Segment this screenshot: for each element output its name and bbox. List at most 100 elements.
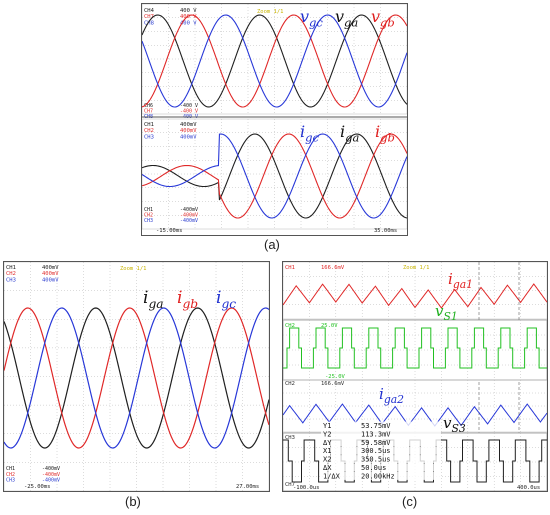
a-top-scale-2: 400 V bbox=[180, 20, 197, 26]
b-label-igb-sub: gb bbox=[182, 297, 198, 311]
c-ch3-label: CH3 bbox=[285, 435, 295, 441]
c-ch2-bottom-label: CH2 bbox=[285, 381, 295, 387]
caption-a: (a) bbox=[264, 237, 280, 252]
b-label-igb-base: i bbox=[177, 288, 182, 308]
c-readout-bg-1 bbox=[321, 429, 441, 438]
a-bot-bscale-1: -400mV bbox=[180, 213, 198, 219]
a-vgb-trace bbox=[142, 14, 407, 108]
a-label-vgb: vgb bbox=[371, 7, 395, 29]
c-label-vs3: vS3 bbox=[443, 414, 466, 435]
c-readout-key-3: X1 bbox=[323, 447, 331, 455]
c-readout-key-4: X2 bbox=[323, 456, 331, 464]
c-label-iga2-sub: ga2 bbox=[384, 393, 404, 406]
c-time-end: 400.0us bbox=[517, 485, 540, 491]
c-label-iga1: iga1 bbox=[448, 270, 473, 291]
a-label-igb-base: i bbox=[375, 122, 380, 141]
a-label-vga-sub: ga bbox=[344, 15, 358, 29]
a-label-vga: vga bbox=[335, 7, 358, 29]
a-igc-trace bbox=[142, 133, 407, 219]
c-label-iga1-base: i bbox=[448, 270, 453, 288]
b-grid bbox=[4, 262, 269, 491]
c-readout-key-0: Y1 bbox=[323, 422, 331, 430]
c-mid-scale: -25.0V bbox=[325, 374, 346, 380]
c-ch2-top-scale: 25.0V bbox=[321, 323, 338, 329]
c-readout-val-3: 300.5us bbox=[361, 447, 391, 455]
a-label-igc-base: i bbox=[300, 122, 305, 141]
caption-c: (c) bbox=[402, 494, 418, 509]
a-bot-bch-1: CH2 bbox=[144, 213, 153, 219]
b-label-iga-base: i bbox=[143, 288, 148, 308]
a-label-vgc: vgc bbox=[300, 7, 323, 29]
c-header: Zoom 1/1 bbox=[403, 265, 430, 271]
c-readout-val-4: 350.5us bbox=[361, 456, 391, 464]
c-label-vs1-sub: S1 bbox=[443, 310, 457, 323]
c-ch7-label: CH7 bbox=[285, 482, 295, 488]
c-label-vs1-base: v bbox=[435, 302, 444, 320]
a-top-ch-2: CH8 bbox=[144, 20, 154, 26]
c-readout-key-5: ΔX bbox=[323, 464, 332, 472]
a-top-header: Zoom 1/1 bbox=[257, 9, 284, 15]
b-label-igb: igb bbox=[177, 288, 198, 311]
b-label-igc-base: i bbox=[216, 288, 221, 308]
a-label-iga: iga bbox=[340, 122, 359, 144]
c-s1-grid bbox=[283, 262, 547, 320]
c-ch1-label: CH1 bbox=[285, 265, 295, 271]
a-top-scale-0: 400 V bbox=[180, 8, 197, 14]
panel-c-scope: CH1 166.6mV Zoom 1/1 iga1 CH2 25.0V vS1 -25.0V C… bbox=[283, 262, 547, 491]
a-igb-trace bbox=[142, 133, 407, 219]
c-readout-bg-6 bbox=[321, 471, 441, 480]
c-readout-bg-5 bbox=[321, 463, 441, 472]
b-bscale-2: -400mV bbox=[42, 478, 60, 484]
c-ch1-scale: 166.6mV bbox=[321, 265, 345, 271]
c-vs1-trace bbox=[283, 327, 547, 369]
a-top-grid bbox=[142, 4, 407, 115]
c-label-iga2: iga2 bbox=[379, 385, 404, 406]
a-label-vgb-base: v bbox=[371, 7, 380, 26]
c-readout-val-2: 59.58mV bbox=[361, 439, 391, 447]
c-iga1-trace bbox=[283, 283, 547, 309]
c-label-vs1: vS1 bbox=[435, 302, 458, 323]
c-readout-bg-2 bbox=[321, 438, 441, 447]
b-time-end: 27.00ms bbox=[236, 484, 259, 490]
b-iga-trace bbox=[4, 307, 269, 449]
c-readout-bg-4 bbox=[321, 455, 441, 464]
c-readout-key-6: 1/ΔX bbox=[323, 472, 341, 480]
c-time-start: -100.0us bbox=[293, 485, 320, 491]
a-label-igb-sub: gb bbox=[380, 130, 395, 144]
a-top-bscale-1: -400 V bbox=[180, 109, 198, 115]
caption-b: (b) bbox=[125, 494, 141, 509]
panel-b: Zoom 1/1 CH1 CH2 CH3 400mV 400mV 400mV CH1 CH2 CH… bbox=[3, 261, 270, 492]
a-bot-ch-0: CH1 bbox=[144, 122, 154, 128]
a-top-bscale-0: -400 V bbox=[180, 103, 198, 109]
c-readout-key-2: ΔY bbox=[323, 439, 332, 447]
c-readout-bg-0 bbox=[321, 421, 441, 430]
b-bscale-0: -400mV bbox=[42, 466, 60, 472]
b-scale-2: 400mV bbox=[42, 277, 59, 283]
a-bot-ch-2: CH3 bbox=[144, 134, 154, 140]
a-bot-scale-0: 400mV bbox=[180, 122, 197, 128]
a-vga-trace bbox=[142, 14, 407, 108]
c-ch2-top-label: CH2 bbox=[285, 323, 295, 329]
b-ch-2: CH3 bbox=[6, 277, 16, 283]
a-top-ch-1: CH7 bbox=[144, 14, 154, 20]
b-igb-trace bbox=[4, 307, 269, 449]
a-top-bch-0: CH6 bbox=[144, 103, 153, 109]
c-readout-val-0: 53.75mV bbox=[361, 422, 391, 430]
c-readout-bg-3 bbox=[321, 446, 441, 455]
b-bch-2: CH3 bbox=[6, 478, 15, 484]
a-top-ch-0: CH4 bbox=[144, 8, 155, 14]
c-label-iga1-sub: ga1 bbox=[453, 278, 473, 291]
a-label-igc: igc bbox=[300, 122, 319, 144]
a-label-vga-base: v bbox=[335, 7, 344, 26]
b-bch-1: CH2 bbox=[6, 472, 15, 478]
c-label-vs3-sub: S3 bbox=[451, 422, 465, 435]
a-time-end: 35.00ms bbox=[374, 228, 397, 234]
b-igc-trace bbox=[4, 307, 269, 449]
a-bot-bscale-2: -400mV bbox=[180, 218, 198, 224]
a-label-igb: igb bbox=[375, 122, 395, 144]
b-time-start: -25.00ms bbox=[24, 484, 51, 490]
a-label-vgb-sub: gb bbox=[380, 15, 395, 29]
panel-b-scope: Zoom 1/1CH1CH2CH3400mV400mV400mVCH1CH2CH… bbox=[4, 262, 269, 491]
a-time-start: -15.00ms bbox=[156, 228, 183, 234]
